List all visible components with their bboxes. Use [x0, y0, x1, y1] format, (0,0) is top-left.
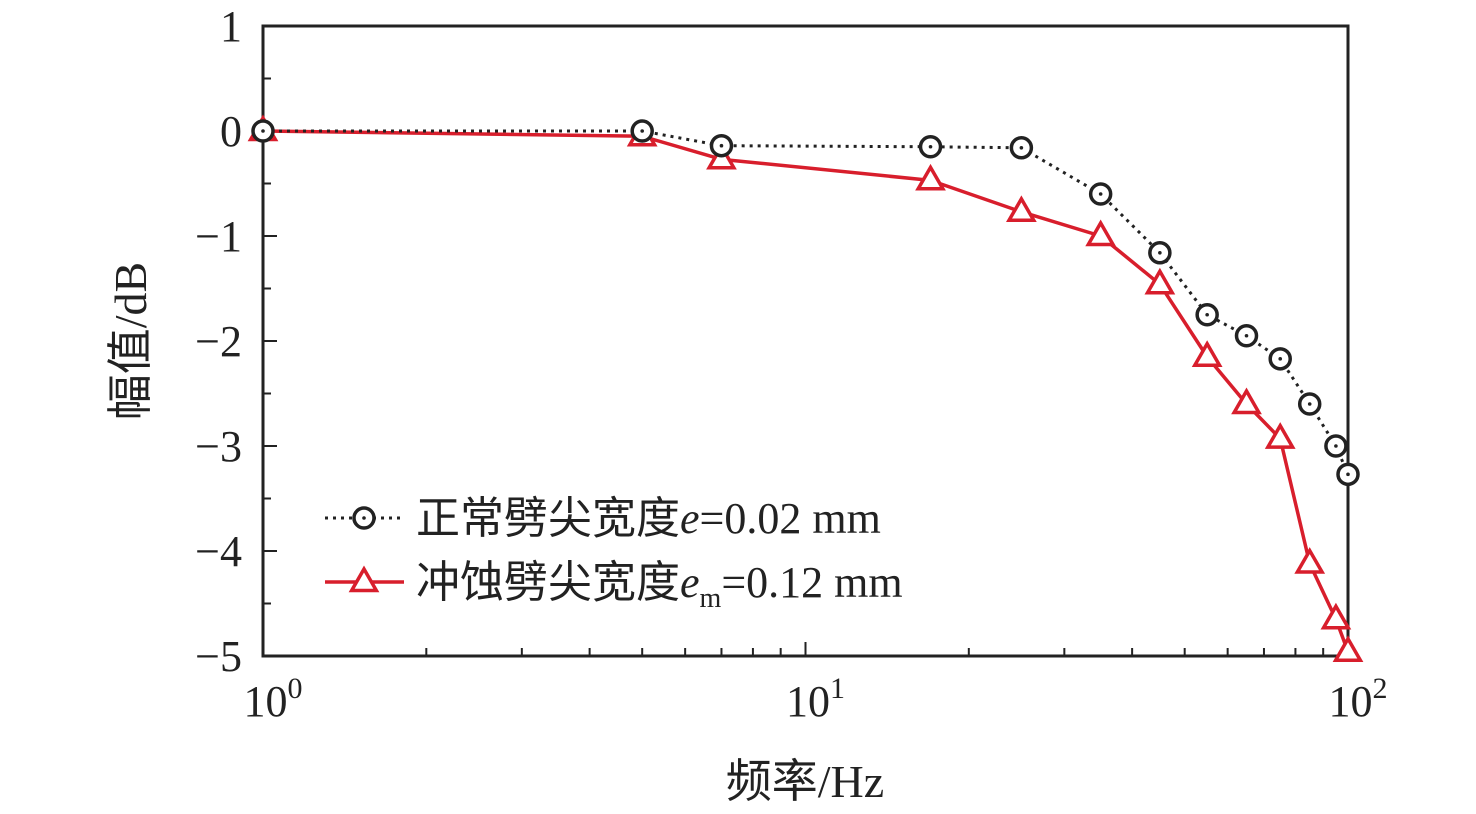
data-point-center [1098, 192, 1103, 196]
series-layer [247, 114, 1364, 662]
x-axis-title: 频率/Hz [726, 756, 884, 807]
x-tick-label: 100 [244, 672, 303, 726]
data-point [915, 163, 946, 191]
data-point-center [1334, 444, 1338, 448]
y-tick-label: −3 [195, 422, 242, 471]
data-point [1332, 635, 1364, 662]
y-tick-label: −2 [195, 317, 242, 366]
y-tick-label: −5 [195, 632, 242, 681]
y-tick-label: 0 [220, 107, 242, 156]
data-point [1144, 267, 1176, 295]
data-point-center [640, 129, 644, 133]
legend-label: 正常劈尖宽度e=0.02 mm [416, 494, 881, 543]
data-point-center [1278, 357, 1283, 361]
data-point-center [261, 129, 265, 133]
data-point [1294, 547, 1326, 574]
legend-marker-center [362, 516, 366, 520]
x-axis: 100 101 102 [244, 642, 1388, 726]
y-axis-title: 幅值/dB [105, 262, 156, 420]
data-point-center [719, 143, 724, 148]
data-point-center [1244, 333, 1249, 338]
y-tick-label: −1 [195, 212, 242, 261]
y-tick-label: 1 [220, 2, 242, 51]
x-tick-label: 101 [786, 672, 845, 726]
data-point-center [1158, 251, 1162, 255]
series-line [263, 129, 1350, 475]
legend: 正常劈尖宽度e=0.02 mm 冲蚀劈尖宽度em=0.12 mm [325, 494, 903, 614]
legend-label: 冲蚀劈尖宽度em=0.12 mm [416, 558, 903, 614]
legend-entry: 正常劈尖宽度e=0.02 mm [325, 494, 881, 543]
y-axis: 1 0 −1 −2 −3 −4 −5 [195, 2, 277, 681]
series-circle [251, 119, 1360, 487]
data-point [1191, 340, 1223, 367]
data-point-center [1205, 312, 1209, 317]
x-tick-label: 102 [1329, 672, 1388, 726]
y-tick-label: −4 [195, 527, 242, 576]
data-point [1006, 195, 1037, 223]
legend-marker [348, 565, 380, 593]
data-point [1264, 422, 1296, 449]
data-point-center [1346, 472, 1350, 477]
data-point [1320, 602, 1352, 630]
data-point-center [1019, 146, 1024, 150]
data-point [1085, 219, 1117, 247]
data-point-center [1307, 402, 1312, 406]
data-point-center [928, 144, 933, 149]
legend-entry: 冲蚀劈尖宽度em=0.12 mm [325, 558, 903, 614]
data-point [1231, 387, 1262, 415]
